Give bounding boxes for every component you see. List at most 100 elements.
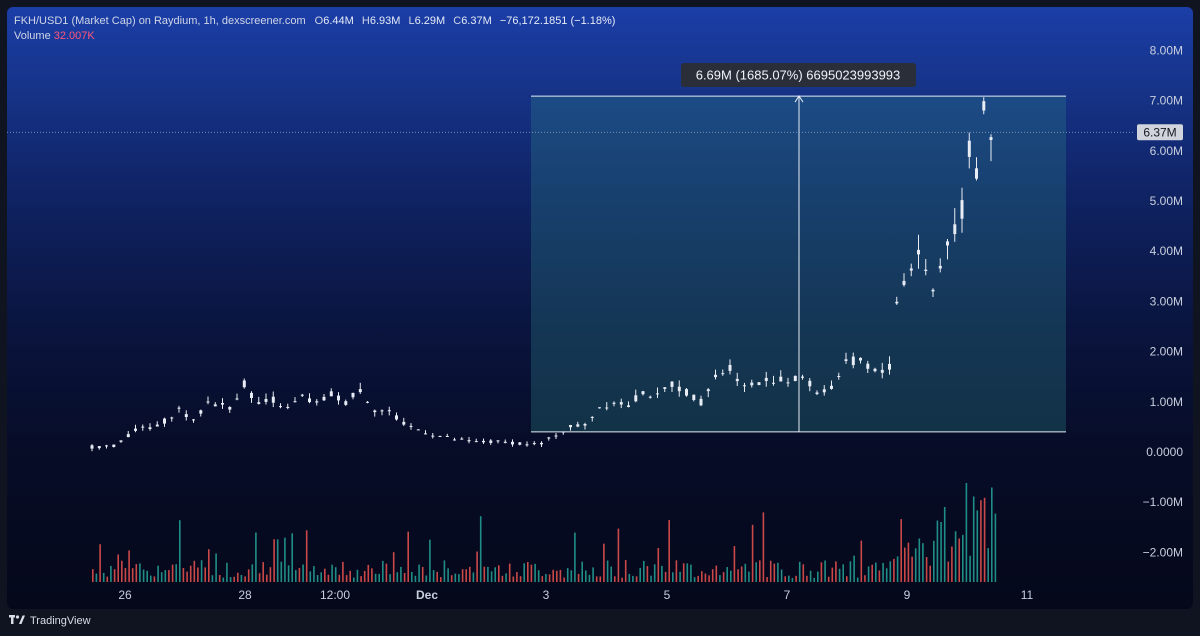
volume-bar [566,568,569,582]
candle-body [808,380,812,387]
volume-bar [791,577,794,582]
volume-bar [99,544,101,582]
volume-bar [320,572,322,582]
volume-bar [233,576,235,582]
volume-bar [798,561,801,582]
volume-bar [164,570,167,582]
candle-body [793,375,797,381]
candle-body [757,382,761,385]
candle-body [344,401,348,405]
candle-body [431,435,435,437]
candle-body [532,443,536,445]
chart-area[interactable]: 6.69M (1685.07%) 6695023993993 8.00M 7.00… [7,7,1193,609]
candle-body [634,395,638,402]
y-tick-label: 5.00M [1150,194,1183,208]
volume-bar [581,561,583,582]
volume-bar [363,571,366,582]
volume-bar [682,563,685,582]
volume-bar [240,575,243,582]
y-tick-label: 2.00M [1150,345,1183,359]
candle-body [489,440,493,443]
candle-body [938,265,942,269]
volume-bar [124,568,127,582]
y-tick-label: 4.00M [1150,244,1183,258]
tradingview-logo-icon [9,615,25,627]
candle-body [177,407,181,409]
volume-bar [639,567,641,582]
candle-body [293,401,297,403]
volume-bar [258,573,261,582]
volume-bar [280,561,283,582]
volume-bar [548,574,551,582]
candle-body [308,398,311,403]
volume-bars [92,483,997,582]
volume-bar [755,562,757,582]
volume-bar [208,549,210,582]
volume-bar [516,572,518,582]
volume-bar [458,574,460,582]
volume-bar [450,575,453,582]
volume-bar [653,564,656,582]
volume-bar [893,558,895,582]
volume-bar [878,570,881,582]
volume-bar [621,577,623,582]
volume-bar [827,576,830,582]
volume-bar [454,573,457,582]
y-tick-label: −2.00M [1143,545,1183,559]
volume-bar [287,565,290,582]
volume-bar [614,576,616,582]
measure-tool[interactable]: 6.69M (1685.07%) 6695023993993 [531,63,1066,433]
volume-bar [494,567,496,582]
candle-body [735,378,739,382]
volume-value: 32.007K [53,30,95,42]
volume-bar [552,569,554,582]
volume-bar [298,568,301,582]
volume-bar [958,538,960,582]
candle-body [503,441,507,443]
candle-body [337,395,340,401]
candle-body [801,376,804,378]
candle-body [199,410,203,414]
volume-bar [490,571,493,582]
candle-body [119,440,123,442]
volume-bar [690,564,692,582]
candle-body [721,373,725,375]
volume-bar [204,567,206,582]
candle-body [525,444,529,446]
volume-bar [864,575,866,582]
volume-bar [295,570,297,582]
candle-body [946,241,949,246]
volume-bar [367,564,370,582]
legend-symbol-row: FKH/USD1 (Market Cap) on Raydium, 1h, de… [14,14,620,29]
y-tick-label: 0.0000 [1146,445,1183,459]
volume-bar [418,564,420,582]
volume-bar [737,569,739,582]
volume-bar [171,564,174,582]
candle-body [134,428,137,431]
candle-body [358,389,362,393]
volume-bar [817,571,819,582]
volume-bar [110,565,112,582]
high-key: H [361,15,370,27]
volume-bar [440,577,442,582]
volume-label[interactable]: Volume [14,30,51,42]
candle-body [873,368,877,372]
candle-body [692,394,696,400]
volume-bar [831,567,834,582]
volume-bar [780,569,783,582]
x-tick-label: 26 [118,588,132,602]
volume-bar [305,530,308,582]
x-tick-label: 5 [664,588,671,602]
volume-bar [505,573,507,582]
candle-body [561,431,565,433]
candle-body [322,396,326,401]
chart-svg[interactable]: 6.69M (1685.07%) 6695023993993 8.00M 7.00… [7,7,1193,609]
candle-body [931,289,935,292]
volume-bar [385,563,388,582]
volume-bar [715,565,718,582]
volume-bar [835,561,837,582]
volume-bar [142,569,145,582]
symbol-text[interactable]: FKH/USD1 (Market Cap) on Raydium, 1h, de… [14,15,306,27]
volume-bar [276,539,279,582]
tradingview-brand[interactable]: TradingView [9,615,91,627]
